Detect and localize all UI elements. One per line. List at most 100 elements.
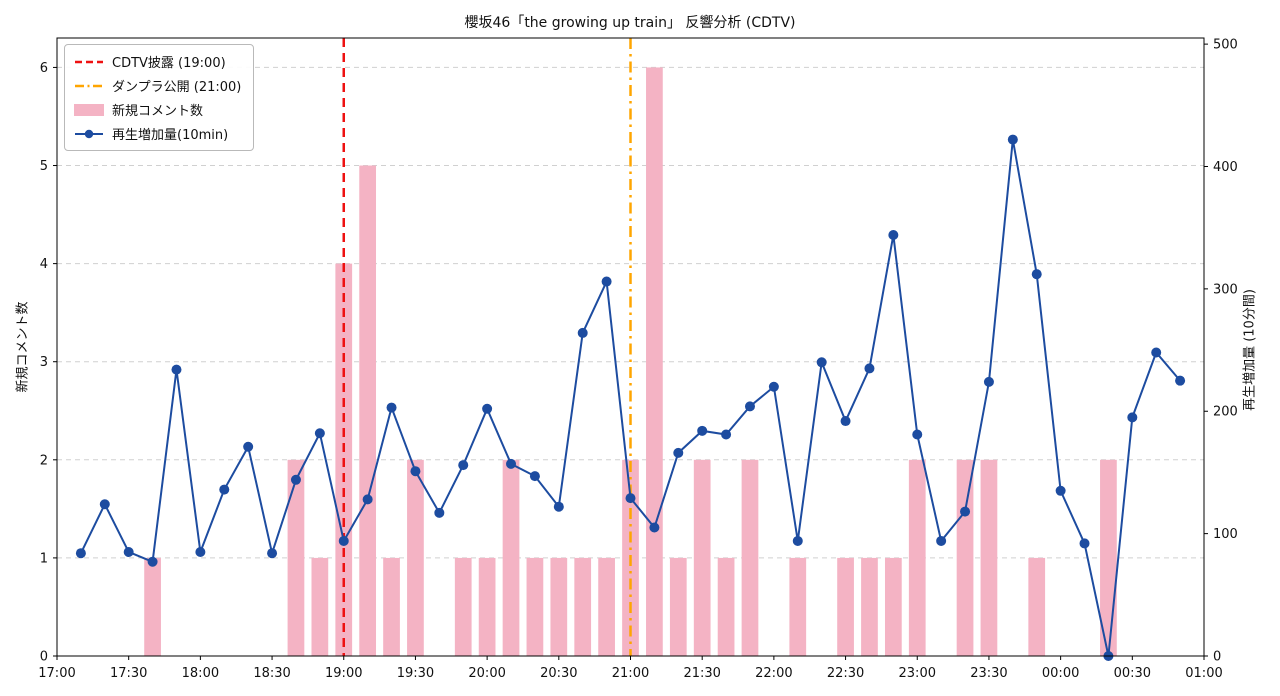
legend-label-danpura: ダンプラ公開 (21:00) bbox=[112, 80, 242, 95]
legend-item-cdtv: CDTV披露 (19:00) bbox=[74, 52, 241, 71]
y-right-tick-label: 100 bbox=[1213, 527, 1238, 542]
play-increase-point bbox=[171, 364, 182, 375]
play-increase-point bbox=[123, 546, 134, 557]
play-increase-point bbox=[912, 429, 923, 440]
comment-bar bbox=[407, 459, 424, 656]
x-tick-label: 17:30 bbox=[110, 666, 147, 681]
x-tick-label: 00:30 bbox=[1114, 666, 1151, 681]
play-increase-point bbox=[219, 484, 230, 495]
red-dashed-line-icon bbox=[74, 55, 104, 69]
y-right-tick-label: 300 bbox=[1213, 282, 1238, 297]
comment-bar bbox=[837, 557, 854, 656]
play-increase-point bbox=[243, 441, 254, 452]
legend: CDTV披露 (19:00) ダンプラ公開 (21:00) 新規コメント数 再生… bbox=[64, 44, 255, 151]
play-increase-point bbox=[888, 230, 899, 241]
comment-bar bbox=[956, 459, 974, 656]
play-increase-point bbox=[290, 474, 301, 485]
y-left-tick-label: 4 bbox=[40, 257, 48, 272]
comment-bar bbox=[861, 557, 878, 656]
x-tick-label: 00:00 bbox=[1042, 666, 1079, 681]
play-increase-point bbox=[75, 548, 86, 559]
y-left-tick-label: 5 bbox=[40, 159, 48, 174]
comment-bar bbox=[311, 557, 329, 656]
play-increase-point bbox=[864, 363, 875, 374]
play-increase-point bbox=[792, 535, 803, 546]
comment-bar bbox=[526, 557, 544, 656]
play-increase-point bbox=[195, 546, 206, 557]
comment-bar bbox=[287, 459, 305, 656]
y-axis-left-label: 新規コメント数 bbox=[15, 301, 31, 393]
play-increase-point bbox=[1031, 269, 1042, 280]
comment-bar bbox=[144, 557, 161, 656]
play-increase-point bbox=[721, 429, 732, 440]
play-increase-point bbox=[1007, 134, 1018, 145]
play-increase-point bbox=[983, 376, 994, 387]
x-tick-label: 22:00 bbox=[755, 666, 792, 681]
comment-bar bbox=[550, 557, 568, 656]
comment-bar bbox=[574, 557, 592, 656]
play-increase-point bbox=[1079, 538, 1090, 549]
x-tick-label: 17:00 bbox=[38, 666, 75, 681]
play-increase-point bbox=[553, 501, 564, 512]
play-increase-point bbox=[960, 506, 971, 517]
comment-bar bbox=[646, 67, 663, 656]
x-tick-label: 18:00 bbox=[182, 666, 219, 681]
y-left-tick-label: 6 bbox=[40, 61, 48, 76]
y-right-tick-label: 200 bbox=[1213, 405, 1238, 420]
play-increase-point bbox=[99, 499, 110, 510]
legend-item-danpura: ダンプラ公開 (21:00) bbox=[74, 76, 241, 95]
legend-item-comments: 新規コメント数 bbox=[74, 100, 241, 119]
comment-bar bbox=[789, 557, 807, 656]
play-increase-point bbox=[601, 276, 612, 287]
play-increase-point bbox=[410, 466, 421, 477]
x-tick-label: 01:00 bbox=[1185, 666, 1222, 681]
comment-bar bbox=[598, 557, 615, 656]
play-increase-point bbox=[697, 425, 708, 436]
legend-label-plays: 再生増加量(10min) bbox=[112, 128, 229, 143]
play-increase-point bbox=[840, 416, 851, 427]
comment-bar bbox=[359, 165, 377, 656]
play-increase-point bbox=[816, 357, 827, 368]
x-tick-label: 23:30 bbox=[970, 666, 1007, 681]
pink-patch-icon bbox=[74, 103, 104, 117]
play-increase-point bbox=[529, 471, 540, 482]
comment-bar bbox=[884, 557, 902, 656]
play-increase-point bbox=[362, 494, 373, 505]
play-increase-point bbox=[147, 556, 158, 567]
play-increase-point bbox=[649, 522, 660, 533]
play-increase-point bbox=[625, 493, 636, 504]
comment-bar bbox=[478, 557, 496, 656]
play-increase-point bbox=[1127, 412, 1138, 423]
comment-bar bbox=[908, 459, 926, 656]
x-tick-label: 20:30 bbox=[540, 666, 577, 681]
legend-item-plays: 再生増加量(10min) bbox=[74, 124, 241, 143]
x-tick-label: 20:00 bbox=[468, 666, 505, 681]
play-increase-point bbox=[768, 381, 779, 392]
y-right-tick-label: 400 bbox=[1213, 160, 1238, 175]
chart-title: 櫻坂46「the growing up train」 反響分析 (CDTV) bbox=[464, 15, 796, 31]
comment-bar bbox=[980, 459, 998, 656]
play-increase-point bbox=[338, 535, 349, 546]
play-increase-point bbox=[434, 507, 445, 518]
y-axis-right-label: 再生増加量 (10分間) bbox=[1242, 289, 1258, 411]
x-tick-label: 19:30 bbox=[397, 666, 434, 681]
x-tick-label: 18:30 bbox=[253, 666, 290, 681]
legend-label-comments: 新規コメント数 bbox=[112, 104, 204, 119]
play-increase-point bbox=[267, 548, 278, 559]
play-increase-point bbox=[386, 402, 397, 413]
comment-bar bbox=[669, 557, 687, 656]
play-increase-point bbox=[506, 458, 517, 469]
comment-bar bbox=[717, 557, 735, 656]
play-increase-point bbox=[1151, 347, 1162, 358]
y-right-tick-label: 0 bbox=[1213, 650, 1221, 665]
play-increase-point bbox=[673, 447, 684, 458]
x-tick-label: 22:30 bbox=[827, 666, 864, 681]
play-increase-point bbox=[1175, 375, 1186, 386]
play-increase-point bbox=[1055, 485, 1066, 496]
comment-bar bbox=[502, 459, 520, 656]
y-left-tick-label: 1 bbox=[40, 551, 48, 566]
x-tick-label: 23:00 bbox=[899, 666, 936, 681]
comment-bar bbox=[693, 459, 711, 656]
